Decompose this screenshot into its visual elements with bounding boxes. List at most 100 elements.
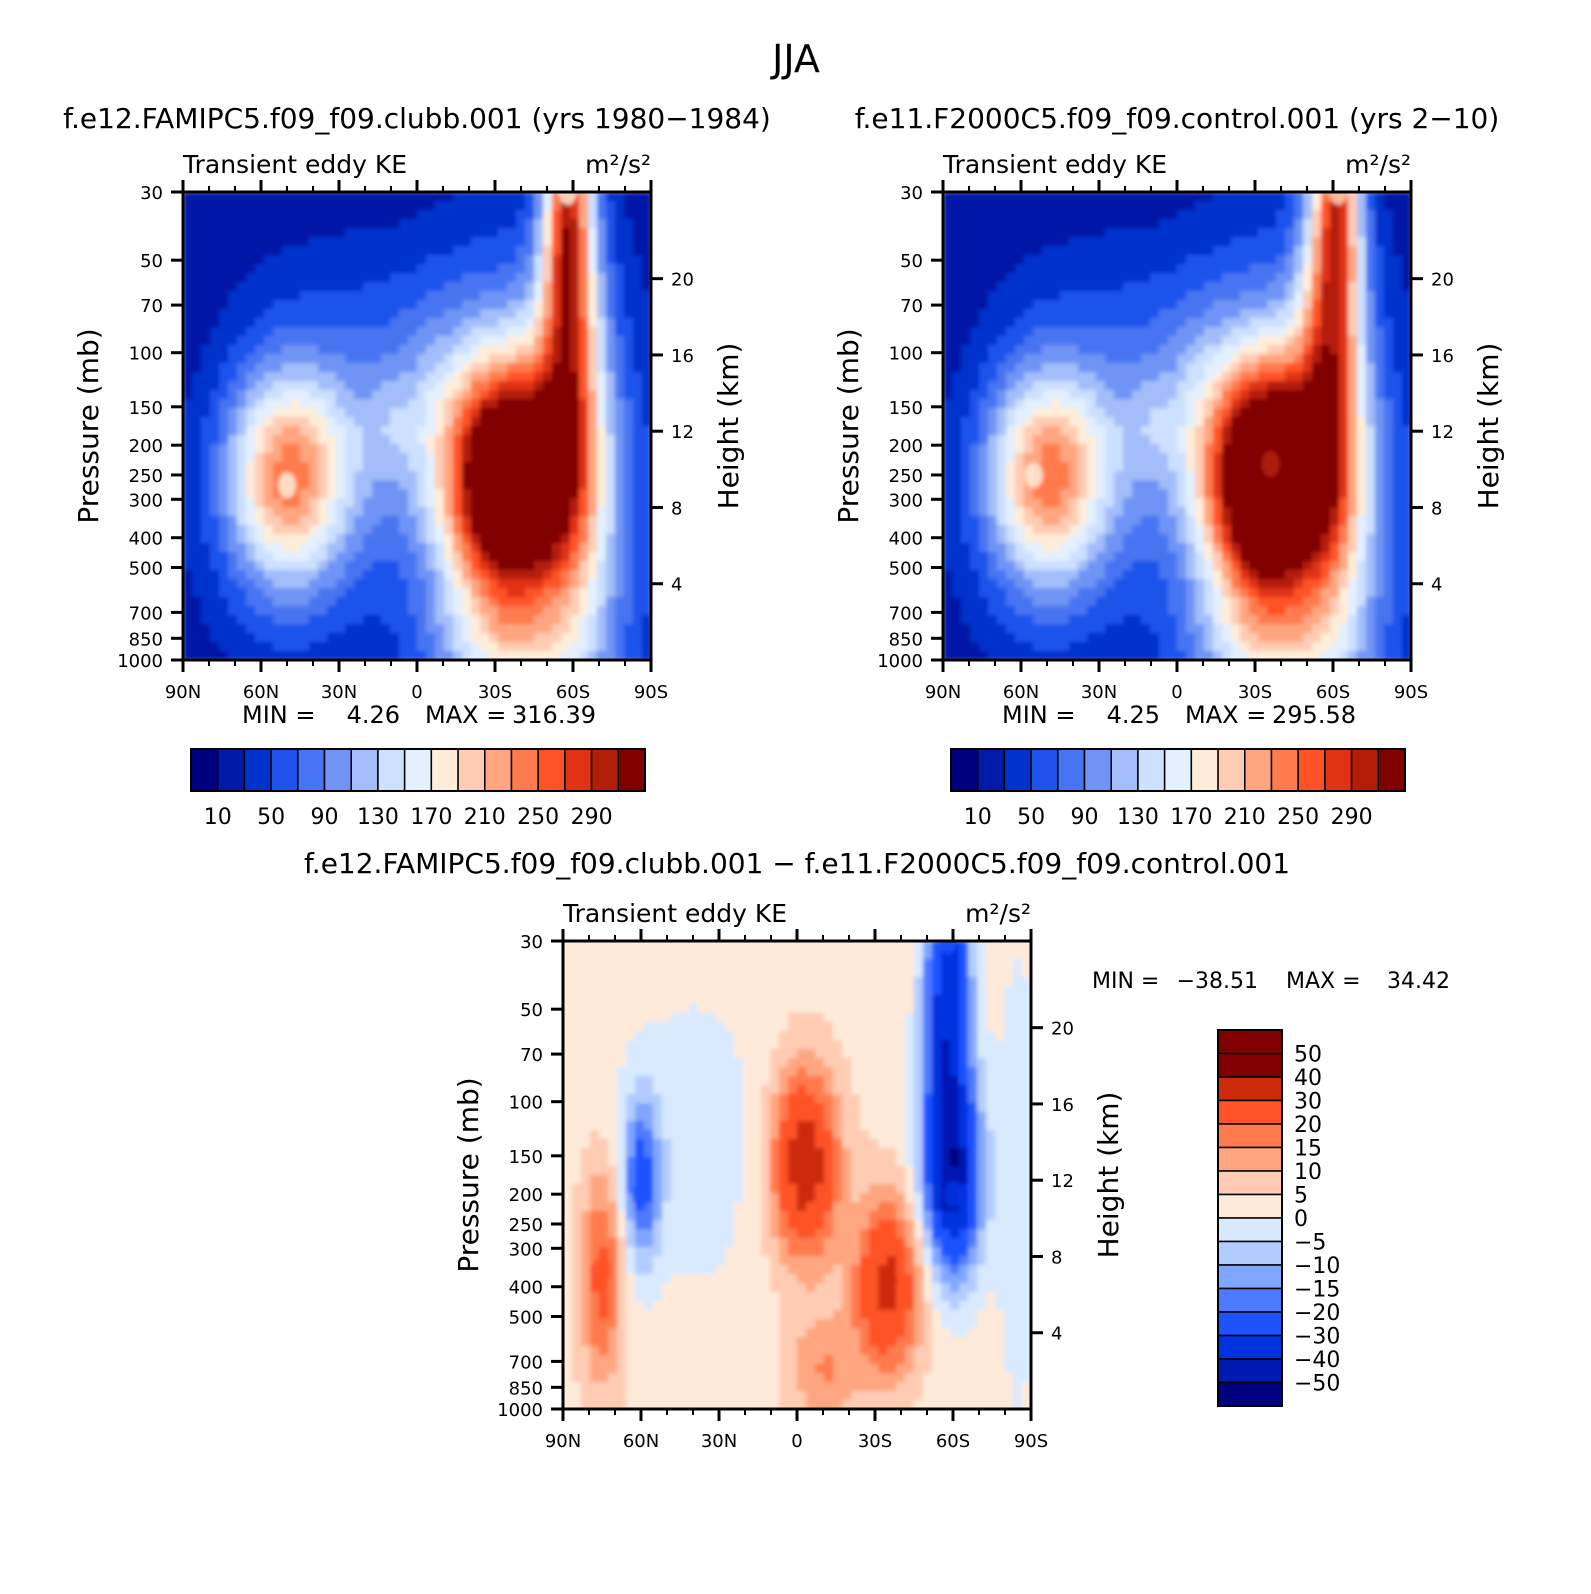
contour-cell xyxy=(480,426,490,436)
contour-cell xyxy=(1312,291,1322,301)
contour-cell xyxy=(1321,552,1331,562)
contour-cell xyxy=(1042,228,1052,238)
contour-cell xyxy=(633,354,643,364)
contour-cell xyxy=(426,327,436,337)
contour-cell xyxy=(1231,480,1241,490)
contour-cell xyxy=(354,579,364,589)
contour-cell xyxy=(1186,282,1196,292)
contour-cell xyxy=(282,579,292,589)
contour-cell xyxy=(1249,300,1259,310)
contour-cell xyxy=(318,525,328,535)
contour-cell xyxy=(1024,291,1034,301)
contour-cell xyxy=(1006,399,1016,409)
contour-cell xyxy=(1366,291,1376,301)
contour-cell xyxy=(507,228,517,238)
contour-cell xyxy=(453,561,463,571)
contour-cell xyxy=(1366,525,1376,535)
contour-cell xyxy=(480,552,490,562)
contour-cell xyxy=(597,390,607,400)
contour-cell xyxy=(183,507,193,517)
contour-cell xyxy=(318,642,328,652)
contour-cell xyxy=(183,453,193,463)
contour-cell xyxy=(1177,471,1187,481)
contour-cell xyxy=(1150,219,1160,229)
contour-cell xyxy=(534,498,544,508)
contour-cell xyxy=(327,444,337,454)
contour-cell xyxy=(1285,246,1295,256)
contour-cell xyxy=(1267,507,1277,517)
contour-cell xyxy=(246,516,256,526)
contour-cell xyxy=(462,282,472,292)
contour-cell xyxy=(997,273,1007,283)
contour-cell xyxy=(1177,264,1187,274)
colorbar-box xyxy=(510,748,539,792)
contour-cell xyxy=(336,408,346,418)
contour-cell xyxy=(210,435,220,445)
contour-cell xyxy=(444,525,454,535)
contour-cell xyxy=(345,507,355,517)
contour-cell xyxy=(192,642,202,652)
contour-cell xyxy=(453,246,463,256)
contour-cell xyxy=(1330,417,1340,427)
contour-cell xyxy=(561,525,571,535)
contour-cell xyxy=(219,336,229,346)
contour-cell xyxy=(1240,507,1250,517)
contour-cell xyxy=(1195,453,1205,463)
contour-cell xyxy=(997,498,1007,508)
contour-cell xyxy=(1105,291,1115,301)
contour-cell xyxy=(1006,246,1016,256)
contour-cell xyxy=(462,489,472,499)
contour-cell xyxy=(543,651,553,660)
contour-cell xyxy=(219,345,229,355)
contour-cell xyxy=(1348,300,1358,310)
contour-cell xyxy=(282,444,292,454)
x-tick-label: 30N xyxy=(321,682,357,703)
contour-cell xyxy=(345,417,355,427)
contour-cell xyxy=(489,363,499,373)
contour-cell xyxy=(246,201,256,211)
contour-cell xyxy=(345,642,355,652)
contour-cell xyxy=(255,354,265,364)
contour-cell xyxy=(579,210,589,220)
contour-cell xyxy=(1366,246,1376,256)
contour-cell xyxy=(282,273,292,283)
contour-cell xyxy=(291,624,301,634)
contour-cell xyxy=(543,570,553,580)
contour-cell xyxy=(498,219,508,229)
contour-cell xyxy=(1069,372,1079,382)
contour-cell xyxy=(300,291,310,301)
contour-cell xyxy=(961,246,971,256)
contour-cell xyxy=(471,219,481,229)
contour-cell xyxy=(1132,453,1142,463)
contour-cell xyxy=(435,264,445,274)
contour-cell xyxy=(1132,498,1142,508)
contour-cell xyxy=(1168,228,1178,238)
contour-cell xyxy=(952,462,962,472)
contour-cell xyxy=(273,390,283,400)
contour-cell xyxy=(1222,219,1232,229)
contour-cell xyxy=(943,192,953,202)
contour-cell xyxy=(1222,435,1232,445)
contour-cell xyxy=(1015,543,1025,553)
contour-cell xyxy=(1384,516,1394,526)
contour-cell xyxy=(1078,246,1088,256)
contour-cell xyxy=(399,408,409,418)
contour-cell xyxy=(1078,435,1088,445)
contour-cell xyxy=(228,525,238,535)
contour-cell xyxy=(597,543,607,553)
contour-cell xyxy=(426,237,436,247)
contour-cell xyxy=(462,255,472,265)
contour-cell xyxy=(183,426,193,436)
contour-cell xyxy=(372,372,382,382)
contour-cell xyxy=(453,300,463,310)
contour-cell xyxy=(952,255,962,265)
contour-cell xyxy=(1168,552,1178,562)
contour-cell xyxy=(291,228,301,238)
contour-cell xyxy=(201,480,211,490)
contour-cell xyxy=(1123,363,1133,373)
contour-cell xyxy=(219,552,229,562)
contour-cell xyxy=(1204,381,1214,391)
contour-cell xyxy=(453,228,463,238)
contour-cell xyxy=(318,417,328,427)
contour-cell xyxy=(516,354,526,364)
